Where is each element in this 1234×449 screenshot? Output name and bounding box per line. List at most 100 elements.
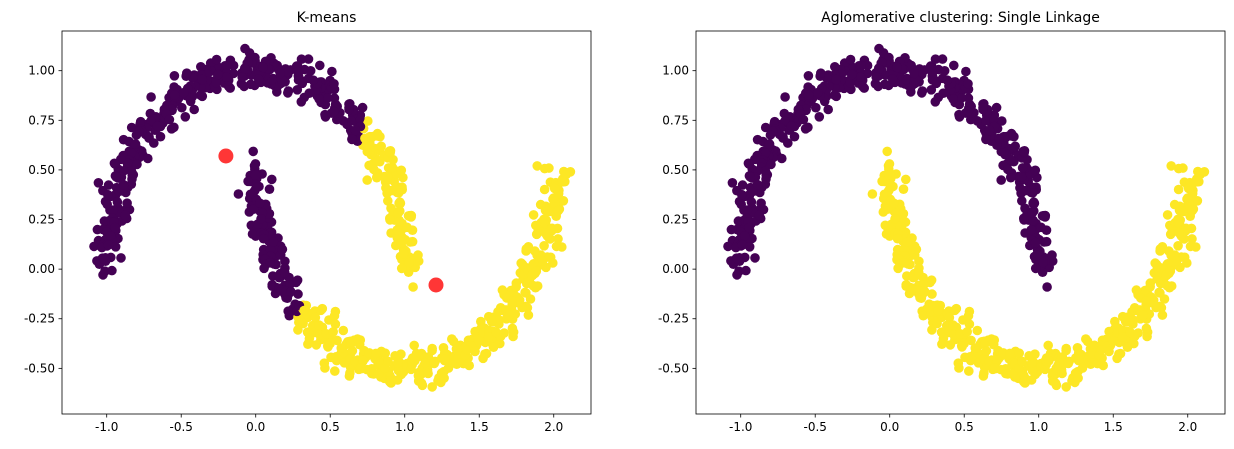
scatter-point	[105, 231, 116, 241]
scatter-point	[745, 172, 756, 182]
scatter-point	[103, 240, 114, 250]
scatter-point	[938, 88, 949, 98]
y-tick-label: 0.00	[28, 262, 55, 276]
scatter-point	[112, 197, 123, 207]
scatter-point	[742, 205, 753, 215]
scatter-point	[902, 237, 913, 247]
scatter-point	[358, 355, 369, 366]
scatter-point	[131, 130, 142, 140]
scatter-point	[954, 363, 964, 373]
scatter-point	[909, 68, 919, 79]
x-tick-label: 0.0	[246, 420, 265, 434]
scatter-point	[744, 222, 754, 233]
cluster-center	[428, 277, 444, 293]
scatter-point	[887, 74, 898, 84]
scatter-point	[1042, 282, 1052, 292]
scatter-point	[1047, 250, 1057, 260]
scatter-point	[1174, 228, 1184, 238]
scatter-point	[939, 66, 950, 76]
scatter-point	[1173, 241, 1183, 251]
scatter-point	[890, 214, 900, 224]
scatter-point	[1199, 167, 1210, 177]
scatter-point	[992, 355, 1002, 366]
scatter-point	[1148, 296, 1158, 307]
scatter-point	[322, 93, 333, 103]
scatter-point	[737, 240, 748, 250]
scatter-point	[1010, 141, 1020, 152]
scatter-point	[130, 139, 141, 149]
scatter-point	[948, 94, 958, 104]
scatter-point	[409, 340, 420, 351]
scatter-point	[1187, 205, 1198, 216]
y-tick-label: -0.50	[658, 361, 689, 375]
scatter-point	[507, 323, 518, 334]
scatter-point	[429, 358, 440, 369]
scatter-point	[211, 54, 222, 65]
scatter-point	[240, 64, 250, 74]
scatter-point	[963, 79, 973, 89]
y-tick-label: 0.00	[662, 262, 689, 276]
scatter-point	[1018, 146, 1029, 157]
scatter-point	[723, 241, 733, 252]
scatter-point	[233, 189, 244, 199]
scatter-point	[1165, 266, 1176, 277]
scatter-point	[811, 102, 821, 113]
scatter-point	[937, 54, 948, 64]
scatter-point	[750, 253, 760, 263]
scatter-point	[1157, 310, 1168, 320]
scatter-point	[264, 184, 275, 194]
scatter-point	[98, 253, 109, 264]
scatter-point	[413, 250, 423, 260]
scatter-point	[1162, 210, 1173, 220]
scatter-point	[211, 78, 221, 88]
scatter-point	[407, 236, 418, 247]
scatter-point	[320, 363, 330, 373]
scatter-point	[918, 310, 929, 321]
x-tick-label: 0.0	[880, 420, 899, 434]
scatter-point	[308, 75, 319, 85]
scatter-point	[901, 174, 911, 185]
scatter-point	[1164, 246, 1174, 256]
scatter-point	[931, 78, 942, 89]
scatter-point	[920, 286, 930, 297]
x-tick-label: 2.0	[544, 420, 563, 434]
y-tick-label: -0.25	[658, 312, 689, 326]
scatter-point	[372, 172, 382, 183]
scatter-point	[283, 88, 293, 98]
axes-frame	[61, 30, 592, 415]
scatter-point	[179, 87, 189, 98]
scatter-point	[177, 102, 187, 113]
scatter-point	[1166, 161, 1176, 171]
scatter-point	[984, 357, 994, 367]
scatter-point	[855, 72, 865, 82]
scatter-point	[874, 64, 884, 74]
scatter-point	[930, 54, 941, 64]
scatter-point	[491, 327, 502, 338]
scatter-point	[1030, 237, 1041, 248]
scatter-point	[110, 242, 121, 252]
scatter-point	[1029, 197, 1039, 207]
scatter-point	[222, 61, 232, 71]
scatter-point	[964, 366, 974, 376]
y-tick-label: 0.75	[28, 113, 55, 127]
scatter-point	[549, 183, 560, 194]
scatter-point	[474, 336, 485, 347]
scatter-point	[98, 270, 108, 280]
scatter-point	[279, 268, 290, 278]
scatter-point	[816, 68, 826, 78]
scatter-point	[756, 198, 766, 208]
scatter-point	[1173, 214, 1183, 225]
scatter-point	[829, 90, 840, 100]
scatter-point	[303, 54, 314, 64]
scatter-point	[537, 255, 548, 266]
scatter-point	[439, 373, 449, 383]
scatter-point	[823, 104, 833, 115]
scatter-point	[911, 244, 922, 255]
scatter-point	[1032, 248, 1043, 259]
scatter-point	[543, 206, 553, 216]
scatter-point	[254, 198, 265, 208]
scatter-point	[169, 122, 179, 133]
scatter-point	[330, 366, 340, 376]
scatter-point	[511, 282, 521, 292]
scatter-point	[914, 256, 924, 267]
